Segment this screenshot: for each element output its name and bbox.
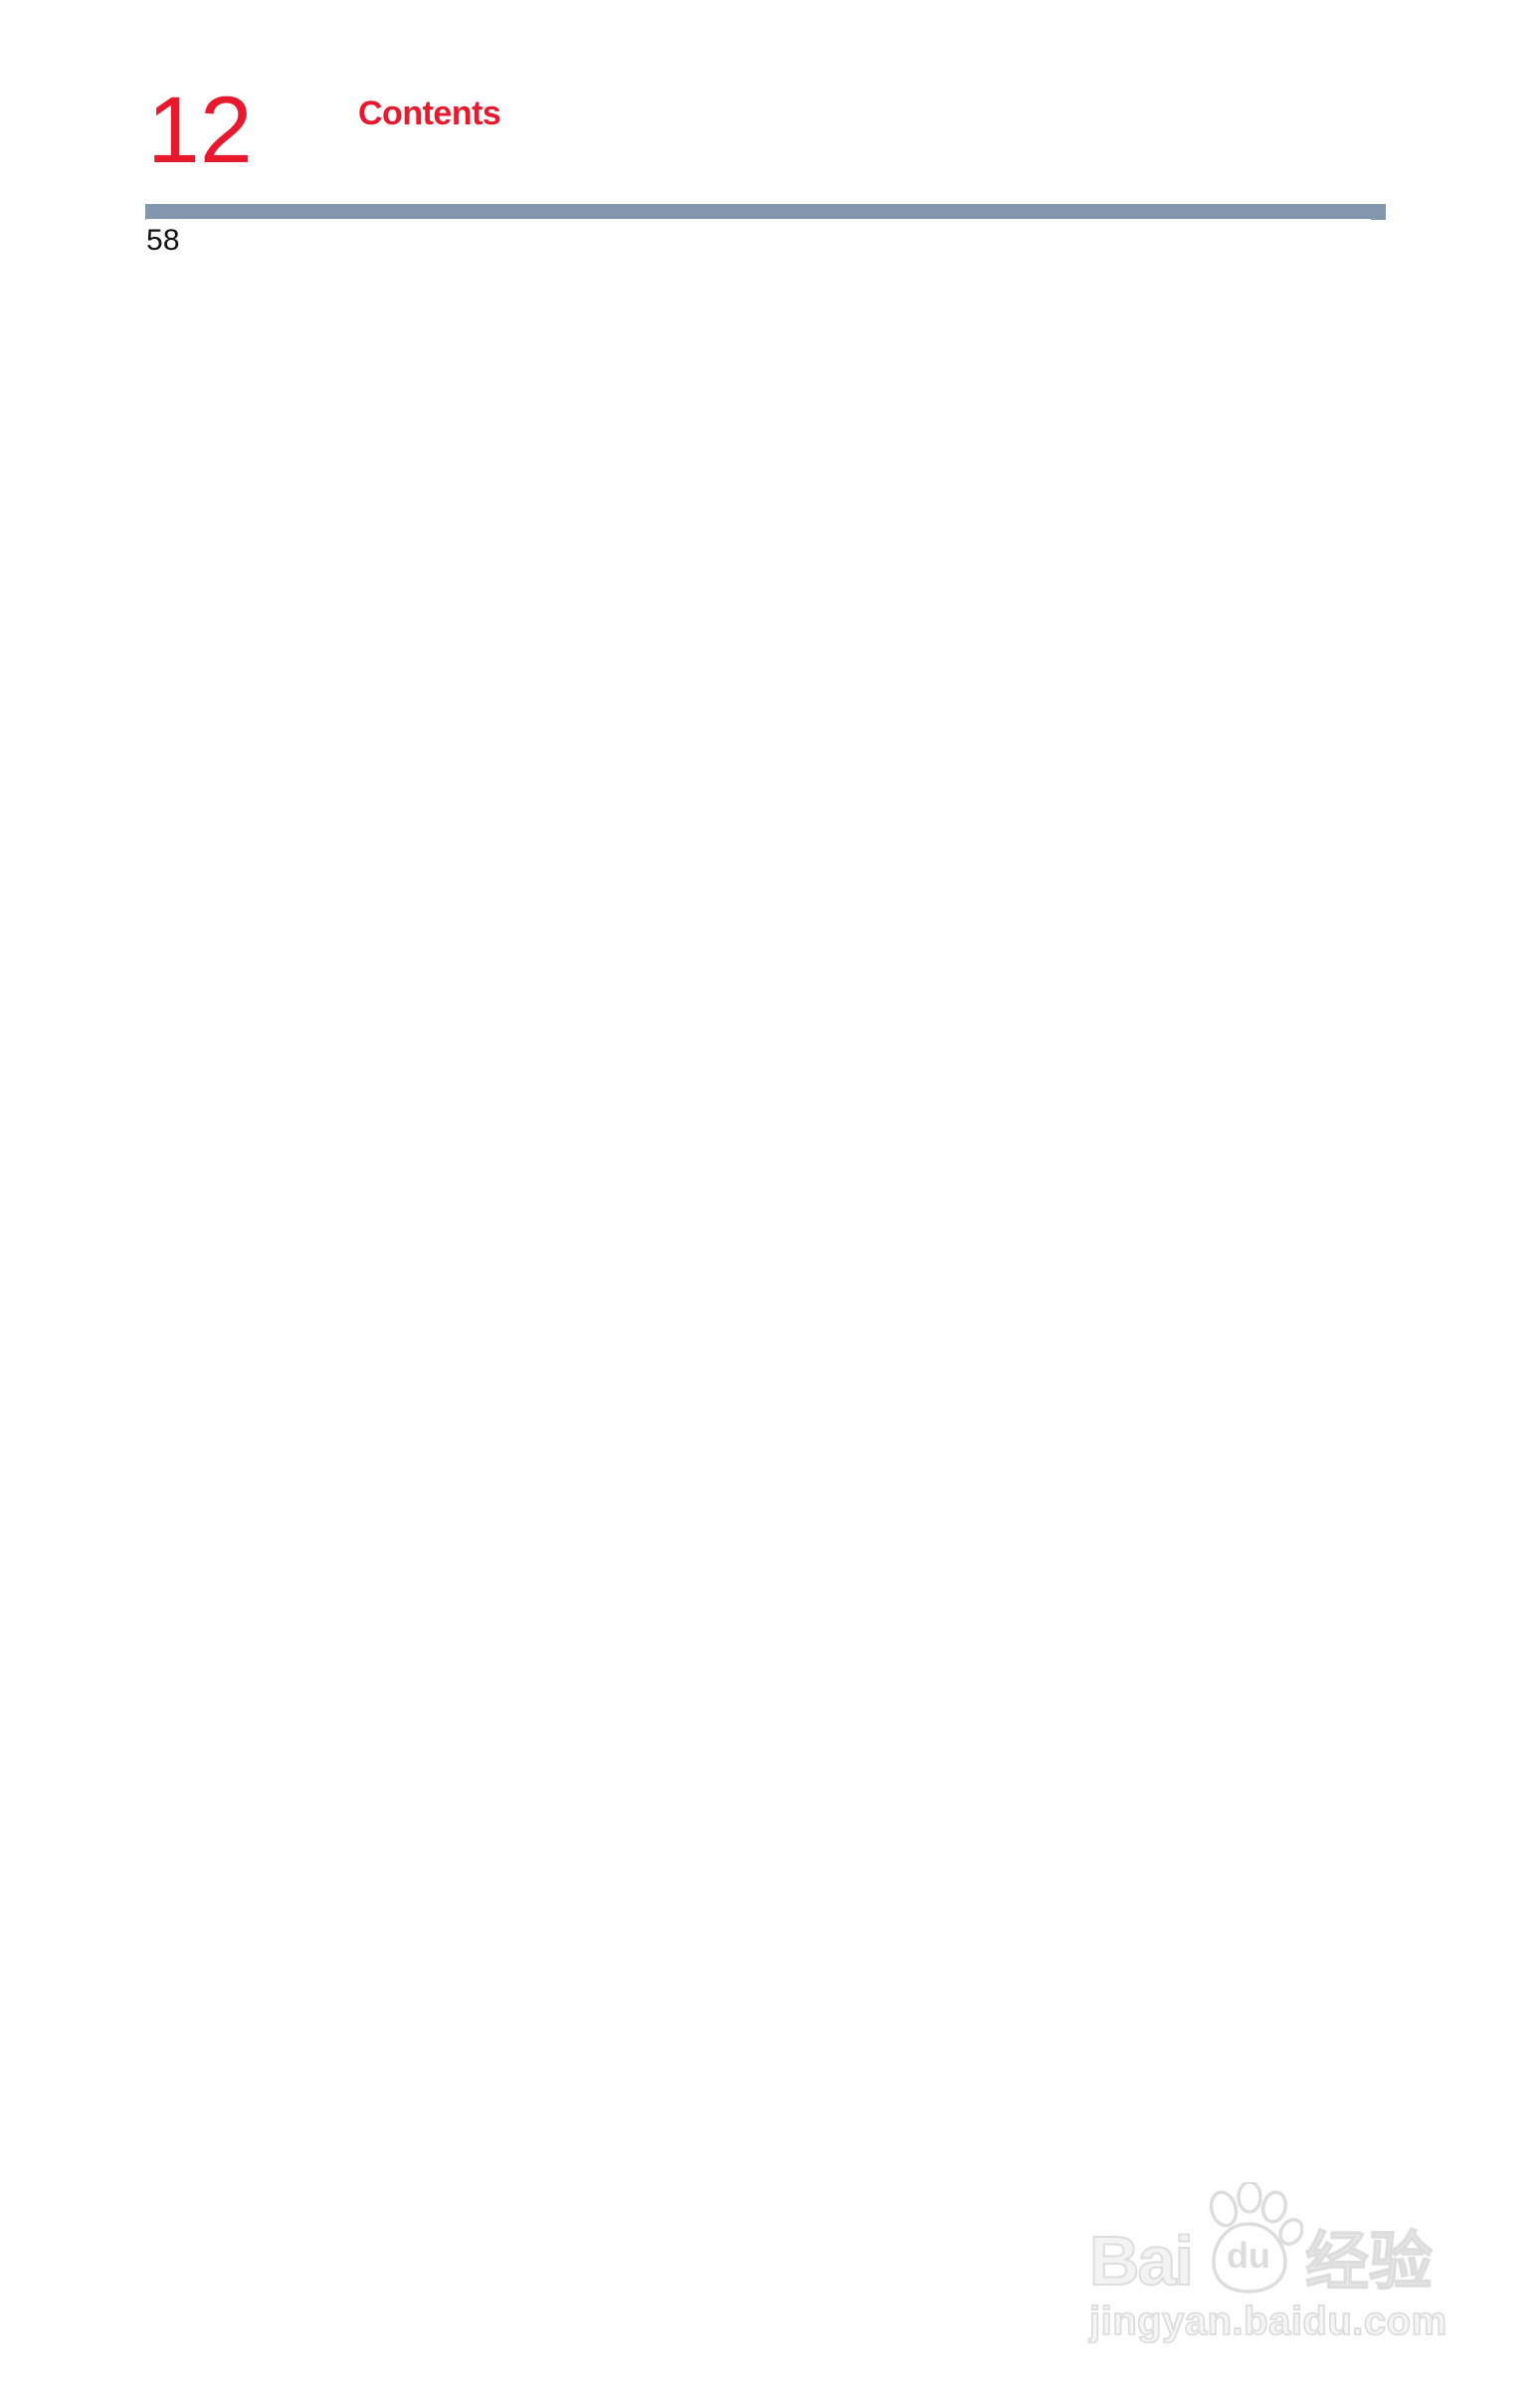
- toc-entry[interactable]: Warranty Service 58: [145, 219, 1371, 970]
- toc-list: Chapter 7: Uploading Video Files to YouT…: [145, 218, 1371, 970]
- page-number: 12: [147, 78, 253, 183]
- baidu-paw-icon: du: [1194, 2180, 1304, 2300]
- header-rule-bar: [145, 204, 1386, 220]
- watermark-logo-row: Bai du 经验: [1088, 2180, 1462, 2300]
- toc-entry-page: 58: [146, 219, 1371, 970]
- watermark-brand-latin: Bai: [1088, 2221, 1195, 2300]
- baidu-jingyan-watermark: Bai du 经验 jingyan.baidu.com: [1088, 2180, 1462, 2344]
- contents-heading: Contents: [358, 95, 501, 132]
- watermark-site-url: jingyan.baidu.com: [1088, 2299, 1447, 2344]
- watermark-paw-label: du: [1226, 2235, 1270, 2277]
- watermark-brand-cn: 经验: [1304, 2226, 1434, 2298]
